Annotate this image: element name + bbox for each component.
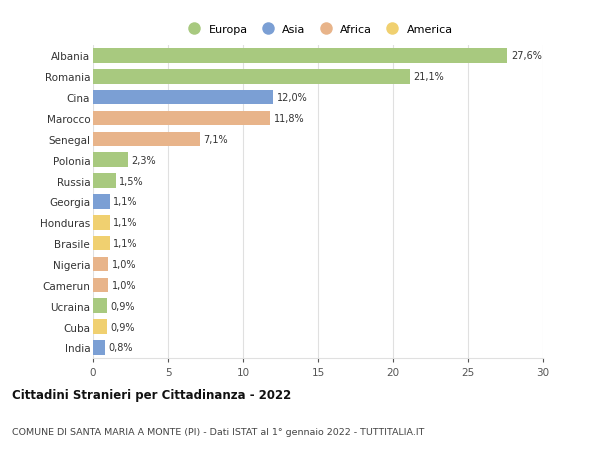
Bar xyxy=(93,340,105,355)
Text: COMUNE DI SANTA MARIA A MONTE (PI) - Dati ISTAT al 1° gennaio 2022 - TUTTITALIA.: COMUNE DI SANTA MARIA A MONTE (PI) - Dat… xyxy=(12,427,424,436)
Legend: Europa, Asia, Africa, America: Europa, Asia, Africa, America xyxy=(181,23,455,37)
Text: 1,0%: 1,0% xyxy=(112,280,136,290)
Bar xyxy=(93,70,409,84)
Bar xyxy=(93,257,108,272)
Bar xyxy=(93,90,273,105)
Text: 0,9%: 0,9% xyxy=(110,322,135,332)
Bar xyxy=(93,49,507,64)
Bar xyxy=(93,236,110,251)
Text: 1,1%: 1,1% xyxy=(113,239,138,249)
Text: 1,1%: 1,1% xyxy=(113,197,138,207)
Text: 11,8%: 11,8% xyxy=(274,114,304,124)
Text: 1,5%: 1,5% xyxy=(119,176,144,186)
Bar xyxy=(93,278,108,292)
Bar xyxy=(93,153,128,168)
Text: 7,1%: 7,1% xyxy=(203,134,228,145)
Text: 27,6%: 27,6% xyxy=(511,51,542,62)
Bar xyxy=(93,299,107,313)
Text: 21,1%: 21,1% xyxy=(413,72,444,82)
Text: 0,8%: 0,8% xyxy=(109,342,133,353)
Text: 12,0%: 12,0% xyxy=(277,93,308,103)
Bar xyxy=(93,195,110,209)
Text: 1,0%: 1,0% xyxy=(112,259,136,269)
Text: 1,1%: 1,1% xyxy=(113,218,138,228)
Bar xyxy=(93,174,115,189)
Bar xyxy=(93,215,110,230)
Text: 0,9%: 0,9% xyxy=(110,301,135,311)
Text: 2,3%: 2,3% xyxy=(131,155,156,165)
Bar xyxy=(93,112,270,126)
Bar xyxy=(93,132,199,147)
Bar xyxy=(93,319,107,334)
Text: Cittadini Stranieri per Cittadinanza - 2022: Cittadini Stranieri per Cittadinanza - 2… xyxy=(12,388,291,401)
